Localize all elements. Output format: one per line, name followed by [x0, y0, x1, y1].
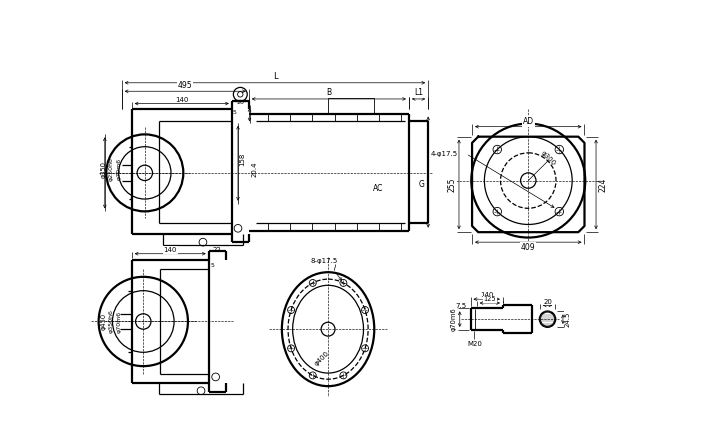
Text: 140: 140: [163, 247, 177, 253]
Text: 7.5: 7.5: [456, 303, 467, 309]
Text: 20: 20: [236, 100, 244, 105]
Text: M20: M20: [467, 341, 482, 347]
Text: φ400: φ400: [313, 351, 331, 368]
Text: G: G: [419, 180, 425, 189]
Text: 20.4: 20.4: [251, 161, 257, 177]
Text: φ300: φ300: [540, 150, 557, 167]
Text: φ70m6: φ70m6: [451, 307, 456, 331]
Text: 20: 20: [543, 298, 552, 305]
Text: 140: 140: [480, 293, 494, 298]
Text: 409: 409: [521, 243, 536, 252]
Text: 495: 495: [178, 81, 193, 90]
Text: 140: 140: [175, 97, 189, 103]
Text: AD: AD: [523, 117, 534, 126]
Text: φ350h6: φ350h6: [109, 310, 114, 334]
Text: 224: 224: [599, 177, 607, 192]
Text: 255: 255: [448, 177, 456, 192]
Text: φ350: φ350: [100, 161, 107, 178]
Text: φ70m6: φ70m6: [116, 158, 121, 180]
Text: B: B: [326, 88, 332, 97]
Text: L1: L1: [414, 88, 423, 97]
Text: L: L: [273, 72, 278, 81]
Text: 24.5: 24.5: [564, 311, 571, 327]
Text: AC: AC: [373, 184, 383, 193]
Text: 5: 5: [210, 263, 214, 268]
Text: 4-φ17.5: 4-φ17.5: [431, 151, 458, 157]
Text: 8-φ17.5: 8-φ17.5: [311, 259, 338, 264]
Text: φ250h6: φ250h6: [109, 157, 114, 181]
Text: 158: 158: [240, 153, 245, 166]
Text: 5: 5: [233, 111, 236, 116]
Text: φ70m6: φ70m6: [116, 310, 121, 333]
Text: 125: 125: [484, 296, 496, 302]
Text: φ450: φ450: [100, 313, 107, 330]
Text: 22: 22: [213, 247, 222, 253]
